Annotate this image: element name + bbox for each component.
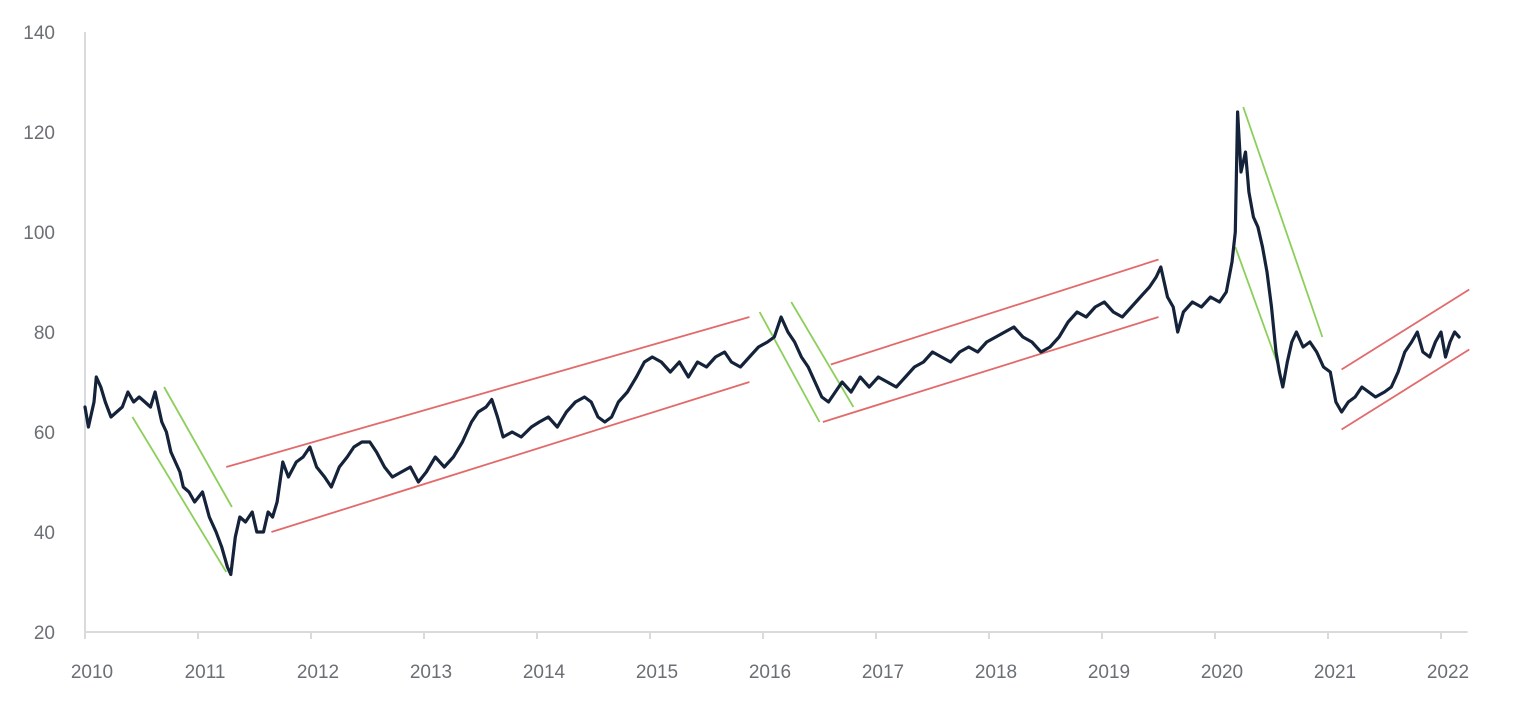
trend-line-down-6 bbox=[790, 301, 855, 408]
x-tick-label-2019: 2019 bbox=[1088, 662, 1130, 683]
y-tick-label-20: 20 bbox=[34, 623, 55, 644]
y-axis: 20 40 60 80 100 120 140 bbox=[23, 23, 55, 644]
x-tick-label-2020: 2020 bbox=[1201, 662, 1243, 683]
x-axis: 2010 2011 2012 2013 2014 2015 2016 2017 2018 2019… bbox=[71, 632, 1469, 683]
trend-line-down-10 bbox=[1234, 246, 1282, 373]
y-tick-label-120: 120 bbox=[23, 123, 55, 144]
series-layer bbox=[83, 110, 1461, 577]
x-tick-label-2022: 2022 bbox=[1427, 662, 1469, 683]
y-tick-label-100: 100 bbox=[23, 223, 55, 244]
x-tick-label-2015: 2015 bbox=[636, 662, 678, 683]
trend-line-up-7 bbox=[830, 258, 1159, 366]
trend-line-up-3 bbox=[226, 316, 750, 468]
x-tick-label-2014: 2014 bbox=[523, 662, 566, 683]
trend-line-down-1 bbox=[131, 416, 228, 573]
x-tick-label-2021: 2021 bbox=[1314, 662, 1356, 683]
x-tick-label-2017: 2017 bbox=[862, 662, 904, 683]
x-tick-label-2018: 2018 bbox=[975, 662, 1017, 683]
trend-line-up-12 bbox=[1341, 348, 1470, 431]
trend-line-up-8 bbox=[822, 316, 1159, 423]
x-tick-label-2012: 2012 bbox=[297, 662, 339, 683]
trend-line-up-4 bbox=[271, 381, 750, 533]
trend-line-down-2 bbox=[163, 386, 233, 508]
series-line-1 bbox=[83, 110, 1461, 577]
y-tick-label-40: 40 bbox=[34, 523, 55, 544]
trend-line-down-5 bbox=[758, 311, 821, 423]
y-tick-label-80: 80 bbox=[34, 323, 55, 344]
trend-lines bbox=[131, 106, 1470, 573]
x-tick-label-2016: 2016 bbox=[749, 662, 791, 683]
trend-line-up-11 bbox=[1341, 288, 1470, 371]
x-tick-label-2011: 2011 bbox=[185, 662, 226, 683]
y-tick-label-60: 60 bbox=[34, 423, 55, 444]
y-tick-label-140: 140 bbox=[23, 23, 55, 44]
x-tick-label-2013: 2013 bbox=[410, 662, 452, 683]
trend-line-down-9 bbox=[1242, 106, 1324, 338]
x-tick-label-2010: 2010 bbox=[71, 662, 113, 683]
